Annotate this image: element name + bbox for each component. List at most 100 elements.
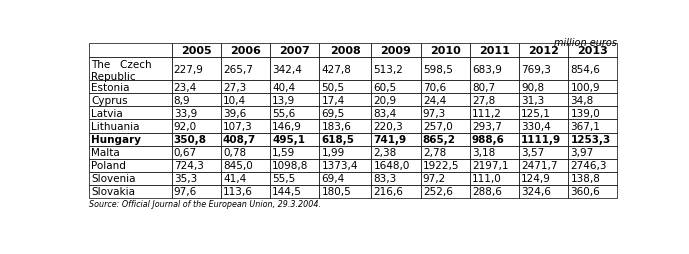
- Text: 1,99: 1,99: [321, 148, 344, 157]
- Text: Cyprus: Cyprus: [91, 96, 127, 105]
- Text: 2,38: 2,38: [373, 148, 397, 157]
- Text: 125,1: 125,1: [521, 108, 551, 118]
- Bar: [470, 133, 519, 146]
- Text: 23,4: 23,4: [174, 82, 197, 92]
- Text: Poland: Poland: [91, 161, 126, 171]
- Text: 2471,7: 2471,7: [521, 161, 557, 171]
- Text: 107,3: 107,3: [223, 121, 253, 132]
- Text: 2008: 2008: [330, 46, 360, 56]
- Bar: [270, 133, 319, 146]
- Bar: [371, 159, 420, 172]
- Text: Slovenia: Slovenia: [91, 174, 136, 184]
- Text: Slovakia: Slovakia: [91, 187, 135, 197]
- Bar: [420, 133, 470, 146]
- Text: 513,2: 513,2: [373, 64, 404, 74]
- Bar: [220, 44, 270, 58]
- Bar: [270, 172, 319, 185]
- Bar: [519, 94, 568, 107]
- Bar: [172, 58, 220, 81]
- Text: 124,9: 124,9: [521, 174, 551, 184]
- Text: Lithuania: Lithuania: [91, 121, 139, 132]
- Bar: [519, 146, 568, 159]
- Bar: [319, 81, 371, 94]
- Text: 293,7: 293,7: [472, 121, 502, 132]
- Bar: [371, 94, 420, 107]
- Text: 252,6: 252,6: [423, 187, 453, 197]
- Text: 1111,9: 1111,9: [521, 135, 562, 145]
- Text: 2009: 2009: [380, 46, 411, 56]
- Bar: [172, 185, 220, 198]
- Bar: [270, 159, 319, 172]
- Bar: [89, 107, 172, 120]
- Bar: [319, 133, 371, 146]
- Bar: [270, 146, 319, 159]
- Bar: [89, 94, 172, 107]
- Bar: [519, 172, 568, 185]
- Bar: [420, 44, 470, 58]
- Bar: [568, 107, 617, 120]
- Text: 3,18: 3,18: [472, 148, 495, 157]
- Text: 69,5: 69,5: [321, 108, 344, 118]
- Bar: [568, 133, 617, 146]
- Text: 2011: 2011: [479, 46, 510, 56]
- Text: 80,7: 80,7: [472, 82, 495, 92]
- Text: 1,59: 1,59: [272, 148, 296, 157]
- Text: 1373,4: 1373,4: [321, 161, 358, 171]
- Bar: [319, 159, 371, 172]
- Bar: [319, 94, 371, 107]
- Bar: [371, 133, 420, 146]
- Bar: [470, 107, 519, 120]
- Bar: [220, 133, 270, 146]
- Bar: [89, 58, 172, 81]
- Bar: [568, 44, 617, 58]
- Text: 2005: 2005: [181, 46, 212, 56]
- Bar: [519, 159, 568, 172]
- Text: 97,3: 97,3: [423, 108, 446, 118]
- Text: 367,1: 367,1: [570, 121, 600, 132]
- Text: 741,9: 741,9: [373, 135, 407, 145]
- Bar: [220, 107, 270, 120]
- Bar: [420, 146, 470, 159]
- Text: 0,78: 0,78: [223, 148, 246, 157]
- Bar: [319, 44, 371, 58]
- Text: 83,4: 83,4: [373, 108, 397, 118]
- Bar: [220, 81, 270, 94]
- Text: 0,67: 0,67: [174, 148, 197, 157]
- Text: 988,6: 988,6: [472, 135, 505, 145]
- Bar: [270, 44, 319, 58]
- Text: 31,3: 31,3: [521, 96, 544, 105]
- Bar: [568, 81, 617, 94]
- Text: 2746,3: 2746,3: [570, 161, 607, 171]
- Text: The   Czech
Republic: The Czech Republic: [91, 60, 152, 82]
- Bar: [470, 146, 519, 159]
- Text: 100,9: 100,9: [570, 82, 600, 92]
- Text: 495,1: 495,1: [272, 135, 305, 145]
- Text: 2010: 2010: [430, 46, 460, 56]
- Bar: [470, 44, 519, 58]
- Bar: [89, 172, 172, 185]
- Bar: [420, 81, 470, 94]
- Text: 2006: 2006: [230, 46, 261, 56]
- Text: 97,6: 97,6: [174, 187, 197, 197]
- Text: 216,6: 216,6: [373, 187, 404, 197]
- Text: 144,5: 144,5: [272, 187, 302, 197]
- Bar: [270, 94, 319, 107]
- Bar: [568, 146, 617, 159]
- Text: 60,5: 60,5: [373, 82, 397, 92]
- Text: 138,8: 138,8: [570, 174, 600, 184]
- Bar: [371, 58, 420, 81]
- Text: 92,0: 92,0: [174, 121, 197, 132]
- Text: 360,6: 360,6: [570, 187, 600, 197]
- Text: 50,5: 50,5: [321, 82, 344, 92]
- Text: 3,57: 3,57: [521, 148, 544, 157]
- Text: 13,9: 13,9: [272, 96, 296, 105]
- Bar: [568, 120, 617, 133]
- Bar: [371, 185, 420, 198]
- Text: Estonia: Estonia: [91, 82, 130, 92]
- Text: 41,4: 41,4: [223, 174, 246, 184]
- Bar: [420, 159, 470, 172]
- Bar: [470, 185, 519, 198]
- Bar: [568, 185, 617, 198]
- Text: 350,8: 350,8: [174, 135, 207, 145]
- Text: 3,97: 3,97: [570, 148, 594, 157]
